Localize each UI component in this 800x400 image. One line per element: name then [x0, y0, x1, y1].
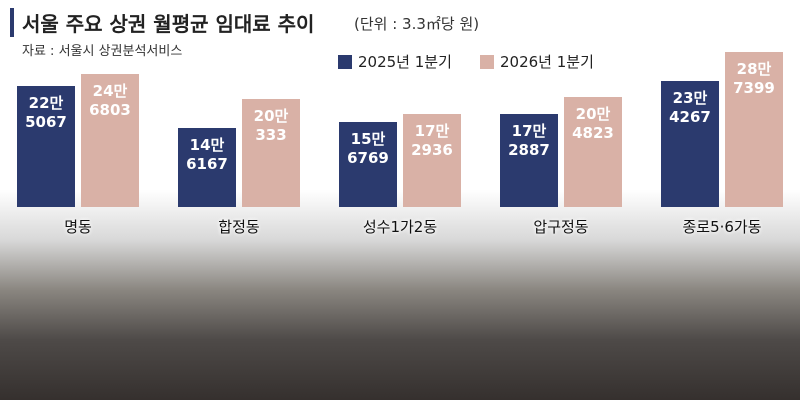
x-tick-label: 합정동: [218, 218, 260, 236]
value-label: 15만 6769: [347, 130, 389, 168]
bar: [403, 113, 461, 207]
x-tick-label: 종로5·6가동: [682, 218, 762, 236]
bar: [564, 96, 622, 207]
value-label: 28만 7399: [733, 60, 775, 97]
legend-label: 2026년 1분기: [500, 53, 594, 71]
value-label: 23만 4267: [669, 88, 711, 126]
value-label: 24만 6803: [89, 81, 131, 119]
chart-subtitle: (단위 : 3.3㎡당 원): [354, 15, 480, 33]
legend-swatch: [338, 55, 352, 69]
x-tick-label: 명동: [64, 218, 92, 236]
bar: [339, 122, 397, 207]
legend-swatch: [480, 55, 494, 69]
bar: [81, 73, 139, 207]
x-tick-label: 압구정동: [533, 218, 589, 236]
value-label: 20만 4823: [572, 104, 614, 142]
bar: [500, 113, 558, 207]
value-label: 22만 5067: [25, 93, 67, 131]
bar: [17, 85, 75, 207]
chart-title: 서울 주요 상권 월평균 임대료 추이: [10, 8, 314, 37]
bar: [661, 80, 719, 207]
value-label: 17만 2936: [411, 121, 453, 159]
value-label: 20만 333: [253, 106, 289, 144]
value-label: 14만 6167: [186, 136, 228, 174]
value-label: 17만 2887: [508, 121, 550, 159]
bar: [725, 52, 783, 207]
legend-label: 2025년 1분기: [358, 53, 452, 71]
x-tick-label: 성수1가2동: [362, 218, 438, 236]
bar: [178, 128, 236, 207]
source-note: 자료 : 서울시 상권분석서비스: [22, 44, 183, 59]
bar: [242, 98, 300, 207]
